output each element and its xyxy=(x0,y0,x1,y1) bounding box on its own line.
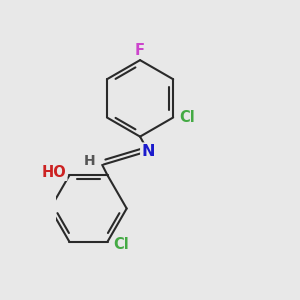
Text: H: H xyxy=(84,154,96,168)
Text: HO: HO xyxy=(42,165,66,180)
Text: Cl: Cl xyxy=(113,237,129,252)
Text: Cl: Cl xyxy=(179,110,195,125)
Text: N: N xyxy=(141,144,155,159)
Text: F: F xyxy=(135,43,145,58)
